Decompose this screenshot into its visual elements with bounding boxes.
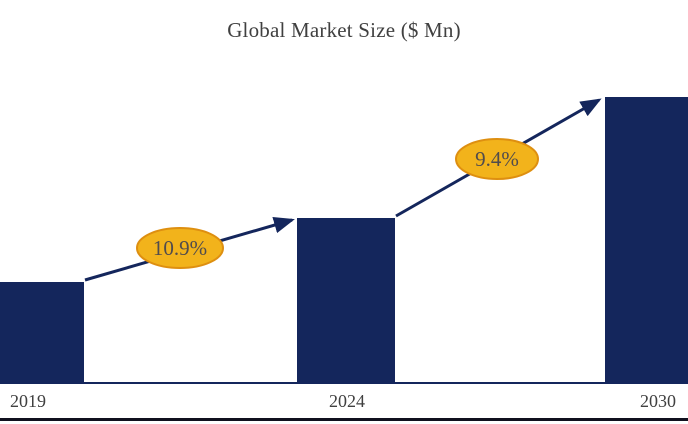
- growth-badge-ellipse-2: [455, 138, 539, 180]
- chart-title: Global Market Size ($ Mn): [227, 18, 461, 42]
- growth-badge-ellipse-1: [136, 227, 224, 269]
- x-axis-line: [0, 382, 688, 384]
- bar-2024: [297, 218, 395, 383]
- bottom-border-line: [0, 418, 688, 421]
- x-label-2019: 2019: [10, 391, 46, 411]
- x-label-2024: 2024: [329, 391, 365, 411]
- bar-2019: [0, 282, 84, 383]
- growth-arrow-2019-2024-icon: [84, 216, 295, 282]
- bar-2030: [605, 97, 688, 383]
- growth-arrow-2024-2030-icon: [395, 98, 602, 218]
- growth-badge-label-2: 9.4%: [475, 147, 519, 171]
- growth-badge-label-1: 10.9%: [153, 236, 207, 260]
- x-label-2030: 2030: [640, 391, 676, 411]
